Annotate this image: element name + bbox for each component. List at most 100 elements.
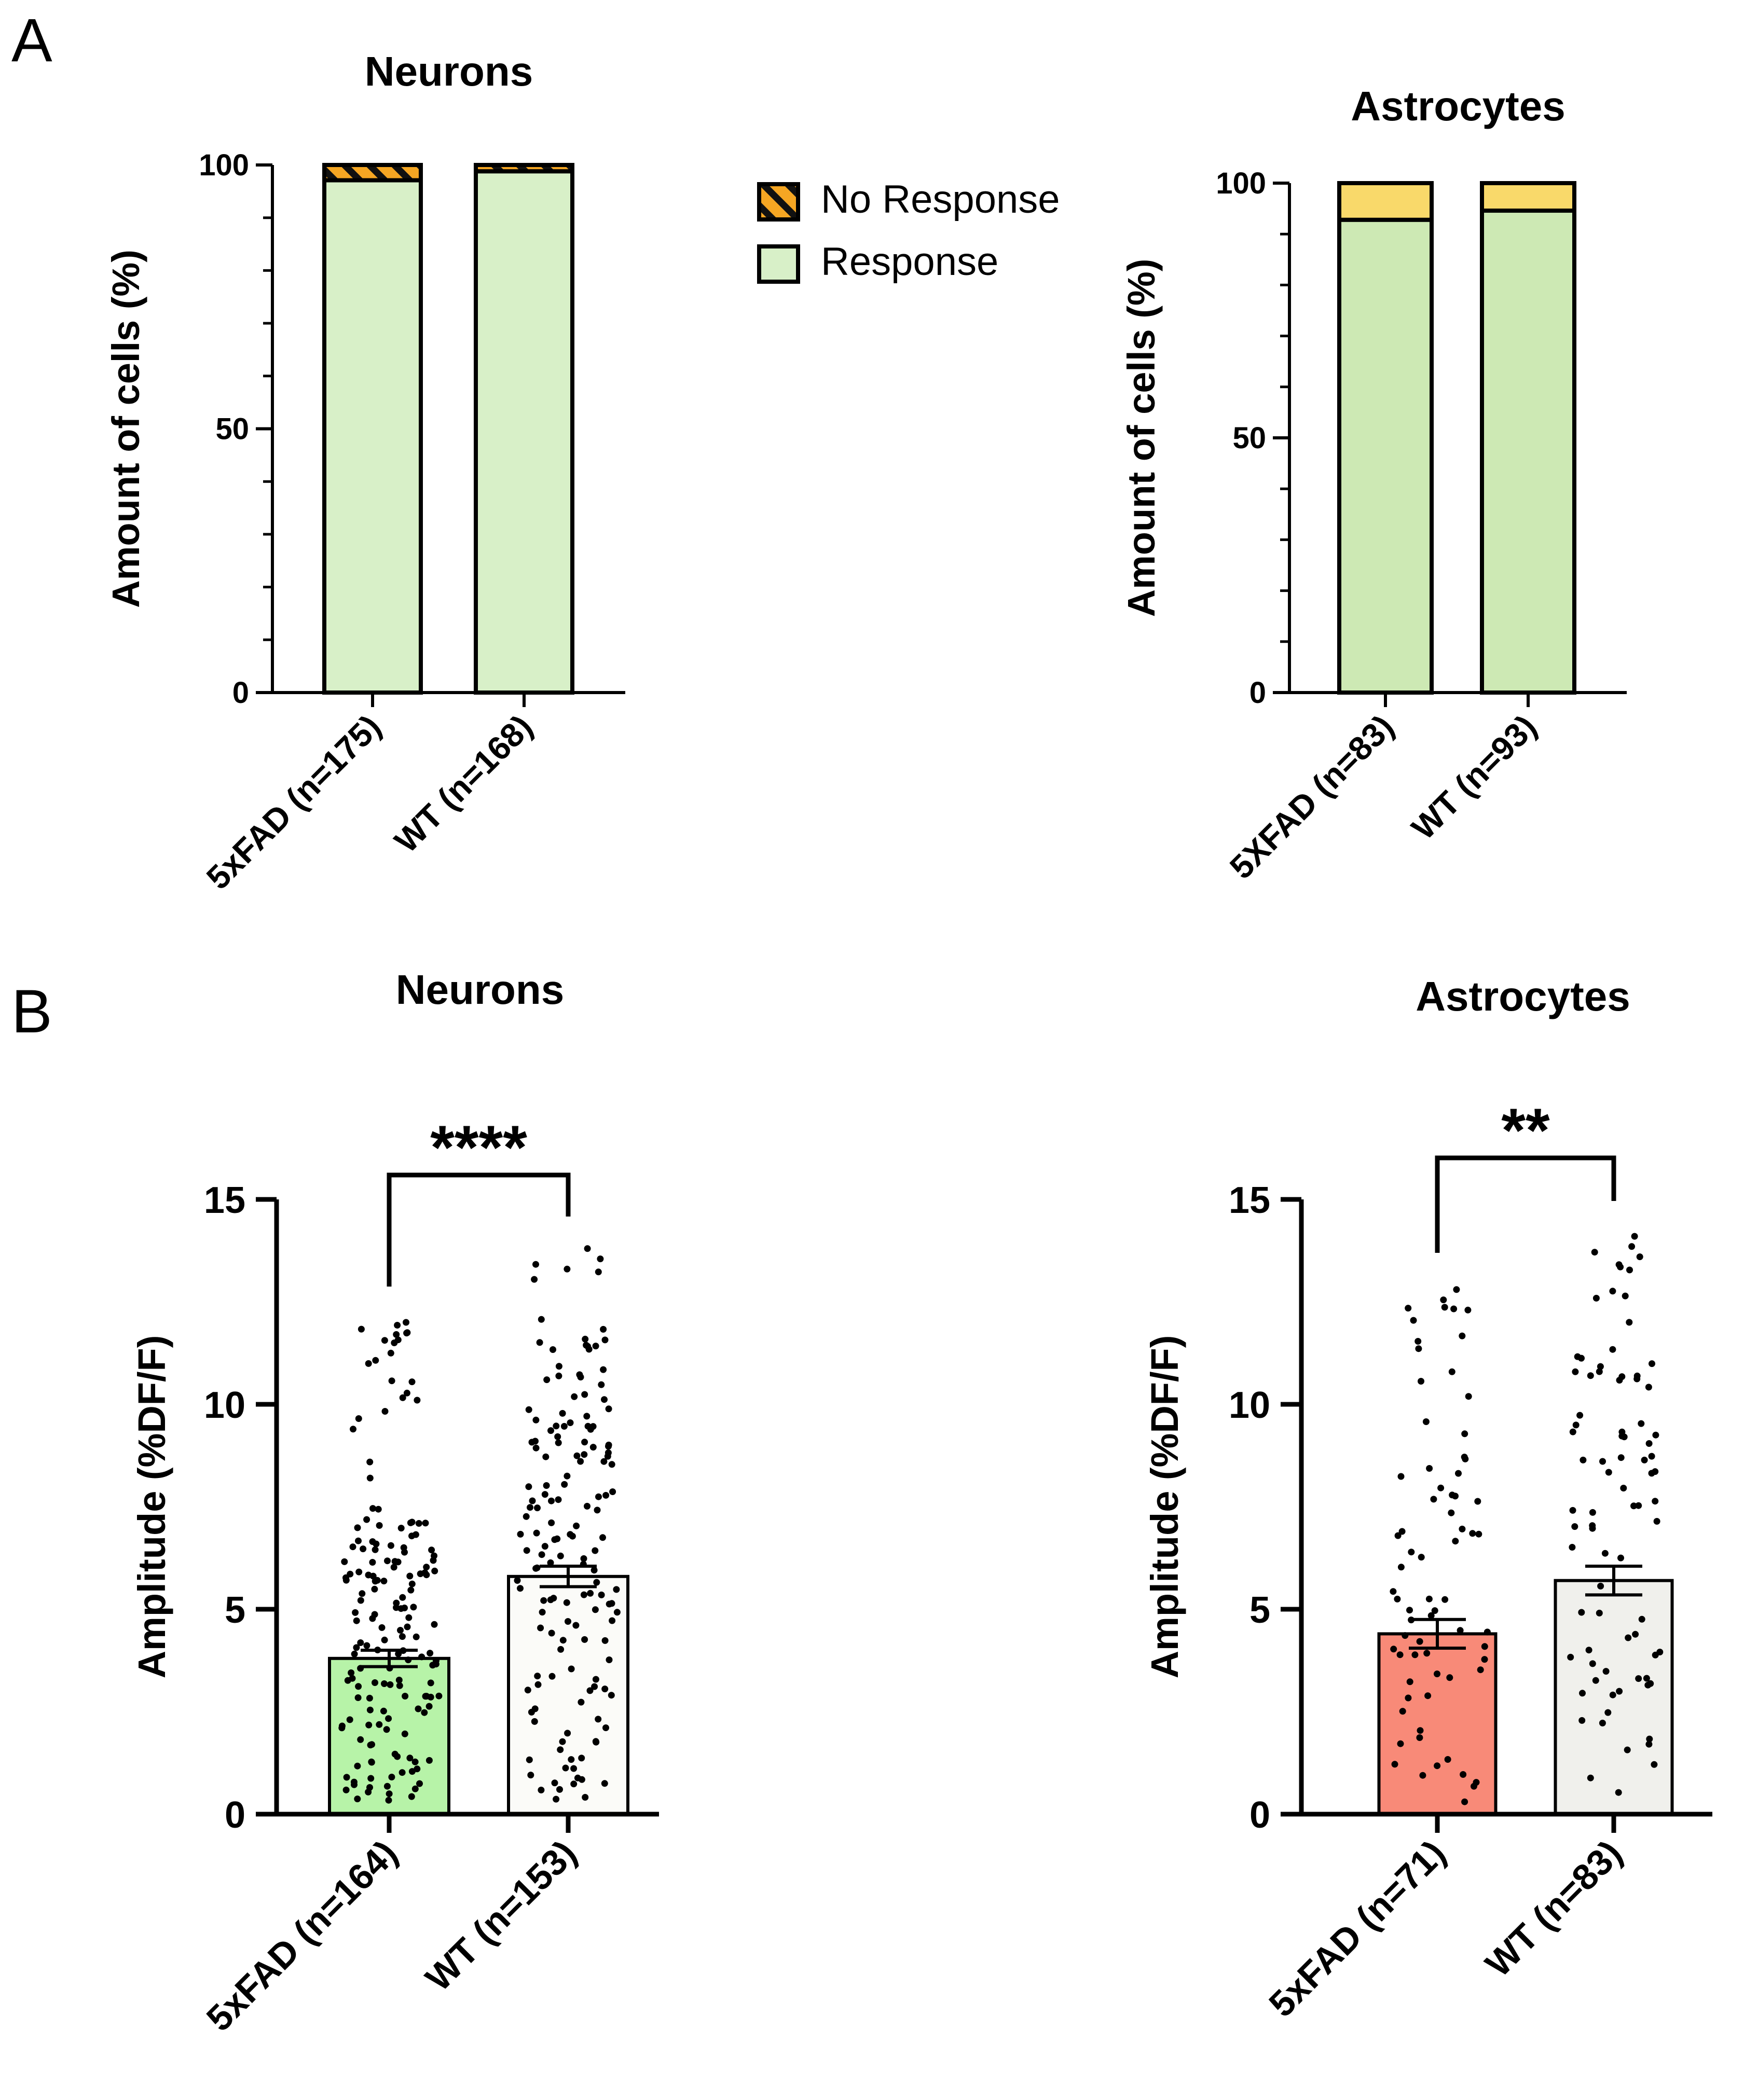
data-point (601, 1396, 608, 1403)
data-point (1397, 1564, 1405, 1571)
data-point (555, 1496, 562, 1503)
data-point (1653, 1518, 1660, 1525)
data-point (423, 1564, 430, 1571)
data-point (584, 1422, 592, 1430)
data-point (1430, 1496, 1437, 1503)
data-point (350, 1778, 358, 1786)
chart-title: Neurons (396, 966, 565, 1013)
data-point (1431, 1607, 1438, 1614)
data-point (613, 1609, 621, 1616)
data-point (365, 1721, 373, 1729)
data-point (1589, 1509, 1596, 1516)
data-point (548, 1629, 555, 1637)
data-point (1397, 1473, 1405, 1480)
data-point (606, 1600, 613, 1608)
data-point (1643, 1675, 1650, 1682)
data-point (534, 1673, 541, 1680)
data-point (413, 1633, 420, 1640)
data-point (565, 1618, 571, 1625)
data-point (555, 1439, 562, 1446)
data-point (1457, 1627, 1464, 1634)
data-point (1592, 1294, 1600, 1302)
data-point (1617, 1454, 1625, 1461)
data-point (557, 1646, 565, 1653)
data-point (595, 1716, 602, 1723)
data-point (1416, 1638, 1423, 1645)
data-point (586, 1687, 594, 1694)
data-point (1572, 1368, 1579, 1375)
bar-segment-no-response (474, 163, 574, 174)
chart-b-astrocytes: Astrocytes Amplitude (%DF/F) ** 0 5 10 15 5xFAD… (1143, 973, 1712, 2025)
data-point (532, 1438, 539, 1445)
data-point (1596, 1368, 1603, 1375)
data-point (591, 1683, 598, 1690)
data-point (573, 1452, 581, 1459)
data-point (592, 1547, 599, 1554)
data-point (1415, 1345, 1422, 1352)
data-point (1645, 1440, 1653, 1447)
data-point (1415, 1338, 1422, 1345)
data-point (397, 1525, 405, 1532)
data-point (536, 1339, 543, 1346)
data-point (415, 1520, 422, 1527)
data-point (394, 1558, 402, 1566)
data-point (533, 1529, 540, 1537)
x-category-label: 5xFAD (n=164) (199, 1832, 405, 2039)
data-point (531, 1276, 538, 1283)
data-point (1391, 1761, 1398, 1768)
data-point (542, 1453, 550, 1460)
data-point (514, 1577, 521, 1584)
data-point (1641, 1456, 1648, 1463)
data-point (551, 1779, 558, 1787)
data-point (355, 1415, 362, 1422)
data-point (601, 1685, 609, 1693)
data-point (1630, 1502, 1637, 1510)
data-point (548, 1497, 555, 1504)
data-point (547, 1596, 554, 1604)
data-point (381, 1680, 388, 1687)
data-point (1635, 1675, 1642, 1682)
data-point (613, 1586, 620, 1593)
bar-segment-no-response (322, 163, 423, 183)
data-point (1411, 1651, 1419, 1659)
data-point (1441, 1304, 1448, 1311)
data-point (1469, 1530, 1476, 1537)
data-point (1437, 1484, 1445, 1491)
data-point (559, 1410, 566, 1417)
y-tick-label: 100 (199, 148, 249, 182)
data-point (600, 1458, 608, 1465)
data-point (1448, 1368, 1455, 1375)
legend-swatch-no-response (757, 182, 800, 222)
data-point (602, 1491, 610, 1499)
data-point (363, 1642, 370, 1649)
data-point (581, 1391, 588, 1398)
data-point (366, 1694, 373, 1702)
data-point (354, 1524, 361, 1531)
x-category-label: 5xFAD (n=175) (199, 708, 388, 896)
y-axis-label: Amount of cells (%) (1120, 259, 1163, 617)
data-point (387, 1681, 394, 1688)
data-point (1635, 1502, 1642, 1509)
data-point (411, 1758, 419, 1765)
legend-label-no-response: No Response (821, 177, 1060, 222)
data-point (416, 1780, 423, 1787)
data-point (406, 1572, 414, 1580)
data-point (532, 1444, 540, 1452)
data-point (581, 1451, 588, 1458)
data-point (1406, 1607, 1413, 1614)
data-point (1638, 1420, 1645, 1427)
data-point (1398, 1528, 1406, 1535)
data-point (550, 1346, 556, 1353)
data-point (393, 1331, 400, 1338)
data-point (598, 1381, 605, 1388)
data-point (1578, 1355, 1585, 1362)
data-point (376, 1721, 383, 1728)
data-point (397, 1605, 405, 1612)
data-point (372, 1546, 379, 1553)
data-point (1648, 1453, 1655, 1460)
data-point (1609, 1288, 1616, 1295)
data-point (1459, 1332, 1466, 1339)
data-point (594, 1507, 601, 1514)
data-point (1462, 1455, 1469, 1462)
data-point (405, 1656, 412, 1664)
